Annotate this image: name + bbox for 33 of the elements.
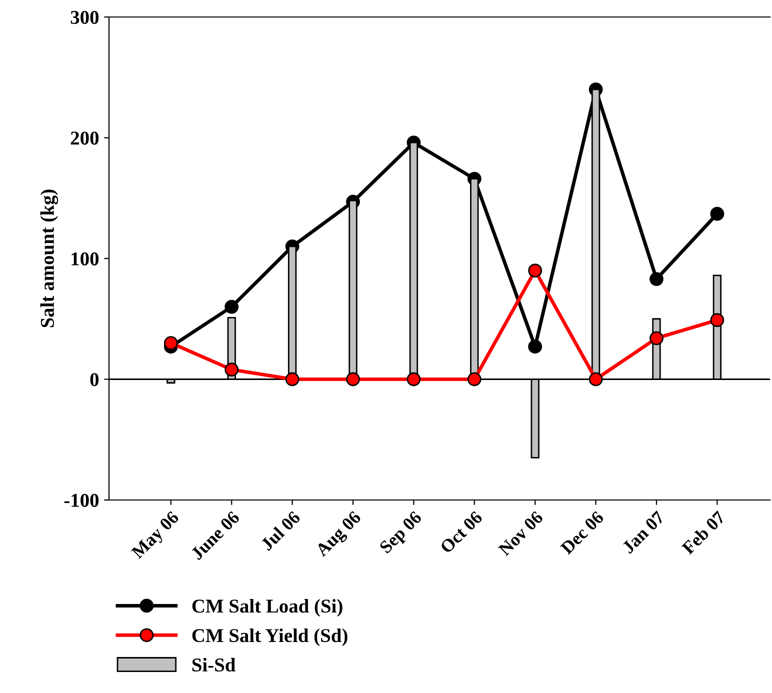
x-tick-label: Oct 06	[440, 510, 484, 554]
point	[224, 300, 239, 314]
point	[467, 372, 482, 386]
x-tick-label: Aug 06	[314, 510, 364, 560]
point	[164, 336, 178, 350]
y-axis-title: Salt amount (kg)	[40, 190, 58, 328]
legend-label: Si-Sd	[192, 658, 236, 672]
legend-label: CM Salt Yield (Sd)	[192, 628, 348, 646]
y-tick-label: 100	[72, 252, 99, 266]
point	[528, 340, 542, 354]
y-tick-label: -100	[64, 494, 99, 507]
y-tick-label: 300	[70, 10, 99, 24]
point	[406, 372, 421, 386]
x-tick-label: Jul 06	[260, 510, 301, 552]
point	[710, 313, 724, 328]
x-tick-label: Feb 07	[680, 510, 726, 556]
y-tick-label: 0	[90, 373, 99, 386]
x-tick-label: Jan 07	[622, 510, 666, 554]
x-tick-label: June 06	[190, 510, 240, 560]
legend-label: CM Salt Load (Si)	[192, 599, 342, 617]
x-tick-label: Dec 06	[560, 510, 604, 555]
point	[650, 272, 664, 286]
x-tick-label: Sep 06	[378, 510, 425, 556]
y-tick-label: 200	[70, 132, 99, 145]
x-tick-label: Nov 06	[498, 510, 544, 556]
point	[285, 372, 300, 386]
point	[650, 331, 664, 346]
point	[346, 372, 360, 386]
point	[588, 372, 603, 386]
point	[710, 206, 724, 221]
point	[224, 362, 239, 377]
x-tick-label: May 06	[130, 510, 182, 562]
point	[528, 264, 542, 278]
